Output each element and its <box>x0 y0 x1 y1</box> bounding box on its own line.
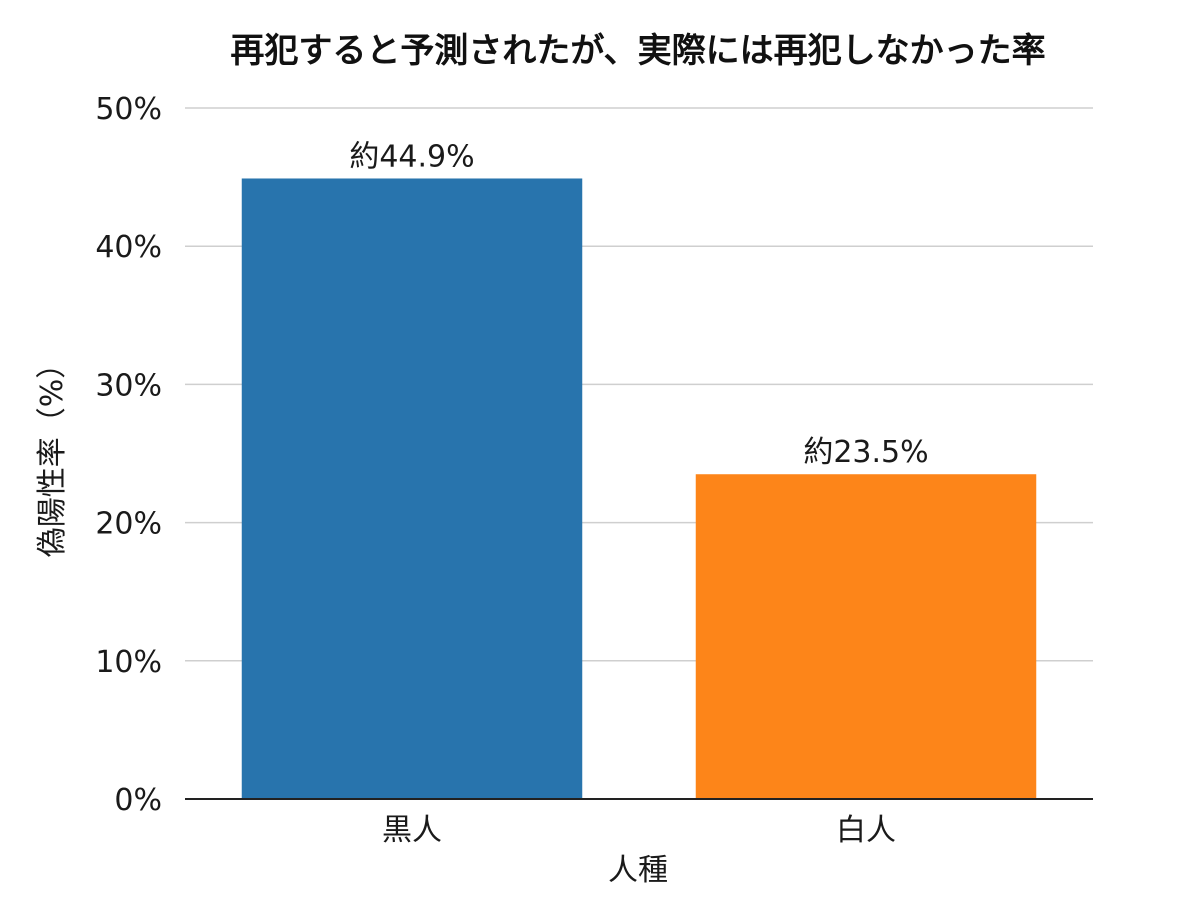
x-tick-label: 白人 <box>836 813 896 848</box>
x-axis-ticks: 黒人 白人 <box>382 813 896 848</box>
x-tick-label: 黒人 <box>382 813 442 848</box>
y-tick-label: 40% <box>95 230 162 265</box>
y-tick-label: 20% <box>95 507 162 542</box>
data-label: 約23.5% <box>803 435 928 470</box>
y-tick-label: 50% <box>95 92 162 127</box>
bar-white <box>695 474 1037 799</box>
y-tick-label: 0% <box>114 783 162 818</box>
y-axis-label: 偽陽性率（%） <box>35 349 70 558</box>
y-tick-label: 30% <box>95 368 162 403</box>
data-labels: 約44.9% 約23.5% <box>349 139 928 470</box>
y-tick-label: 10% <box>95 645 162 680</box>
y-axis-ticks: 0% 10% 20% 30% 40% 50% <box>95 92 162 818</box>
data-label: 約44.9% <box>349 139 474 174</box>
x-axis-label: 人種 <box>608 853 668 888</box>
bar-black <box>241 178 583 799</box>
bars <box>241 178 1037 799</box>
chart-title: 再犯すると予測されたが、実際には再犯しなかった率 <box>230 31 1045 71</box>
